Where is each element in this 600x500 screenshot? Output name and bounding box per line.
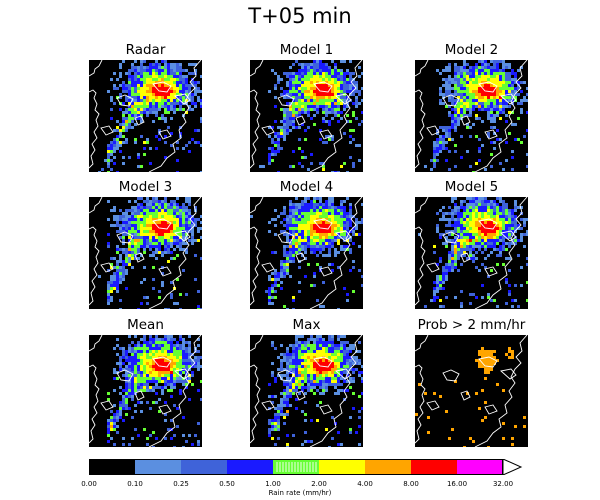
rain-field (424, 60, 528, 172)
colorbar (89, 459, 529, 475)
colorbar-segment (181, 459, 227, 475)
panel-model-2: Model 2 (415, 43, 528, 172)
colorbar-segment (411, 459, 457, 475)
panel-title-model-5: Model 5 (444, 179, 499, 195)
panel-title-radar: Radar (125, 42, 166, 58)
colorbar-ticks: 0.00 0.10 0.25 0.50 1.00 2.00 4.00 8.00 16.00 32.… (0, 480, 600, 490)
model-5-map (415, 197, 528, 309)
mean-map (89, 335, 202, 447)
colorbar-segment (273, 459, 319, 475)
colorbar-tick-label: 0.10 (127, 480, 143, 488)
panel-mean: Mean (89, 318, 202, 447)
rain-field (259, 60, 363, 172)
rain-field (98, 197, 202, 309)
panel-radar: Radar (89, 43, 202, 172)
rain-field (418, 197, 528, 308)
coastline (250, 197, 363, 309)
coastline (415, 197, 528, 309)
radar-map (89, 60, 202, 172)
rain-field (98, 60, 202, 172)
colorbar-segment (89, 459, 135, 475)
colorbar-tick-label: 8.00 (403, 480, 419, 488)
rain-field (268, 335, 363, 447)
panel-model-3: Model 3 (89, 180, 202, 309)
probability-field (415, 347, 526, 447)
panel-title-model-1: Model 1 (279, 42, 334, 58)
colorbar-tick-label: 0.25 (173, 480, 189, 488)
colorbar-tick-label: 0.50 (219, 480, 235, 488)
panel-prob: Prob > 2 mm/hr (415, 318, 528, 447)
panel-title-model-2: Model 2 (444, 42, 499, 58)
colorbar-tick-label: 32.00 (492, 480, 514, 488)
coastline (250, 335, 363, 447)
colorbar-tick-label: 0.00 (81, 480, 97, 488)
coastline (250, 60, 363, 172)
panel-title-model-4: Model 4 (279, 179, 334, 195)
prob-map (415, 335, 528, 447)
model-1-map (250, 60, 363, 172)
coastline (89, 335, 202, 447)
coastline (415, 335, 528, 447)
panel-title-model-3: Model 3 (118, 179, 173, 195)
model-2-map (415, 60, 528, 172)
model-4-map (250, 197, 363, 309)
panel-model-1: Model 1 (250, 43, 363, 172)
panel-title-max: Max (292, 317, 321, 333)
rain-field (250, 197, 363, 309)
panel-model-4: Model 4 (250, 180, 363, 309)
coastline (89, 197, 202, 309)
colorbar-tick-label: 2.00 (311, 480, 327, 488)
max-map (250, 335, 363, 447)
colorbar-label: Rain rate (mm/hr) (268, 489, 332, 497)
colorbar-segment (135, 459, 181, 475)
panel-title-prob: Prob > 2 mm/hr (417, 317, 526, 333)
panel-max: Max (250, 318, 363, 447)
coastline (89, 60, 202, 172)
colorbar-segment (365, 459, 411, 475)
colorbar-segment (227, 459, 273, 475)
panel-title-mean: Mean (127, 317, 164, 333)
colorbar-extend-arrow (502, 459, 523, 475)
colorbar-segment (457, 459, 503, 475)
colorbar-tick-label: 16.00 (446, 480, 468, 488)
figure-title: T+05 min (248, 4, 352, 28)
model-3-map (89, 197, 202, 309)
panel-model-5: Model 5 (415, 180, 528, 309)
colorbar-segment (319, 459, 365, 475)
colorbar-tick-label: 1.00 (265, 480, 281, 488)
coastline (415, 60, 528, 172)
colorbar-tick-label: 4.00 (357, 480, 373, 488)
